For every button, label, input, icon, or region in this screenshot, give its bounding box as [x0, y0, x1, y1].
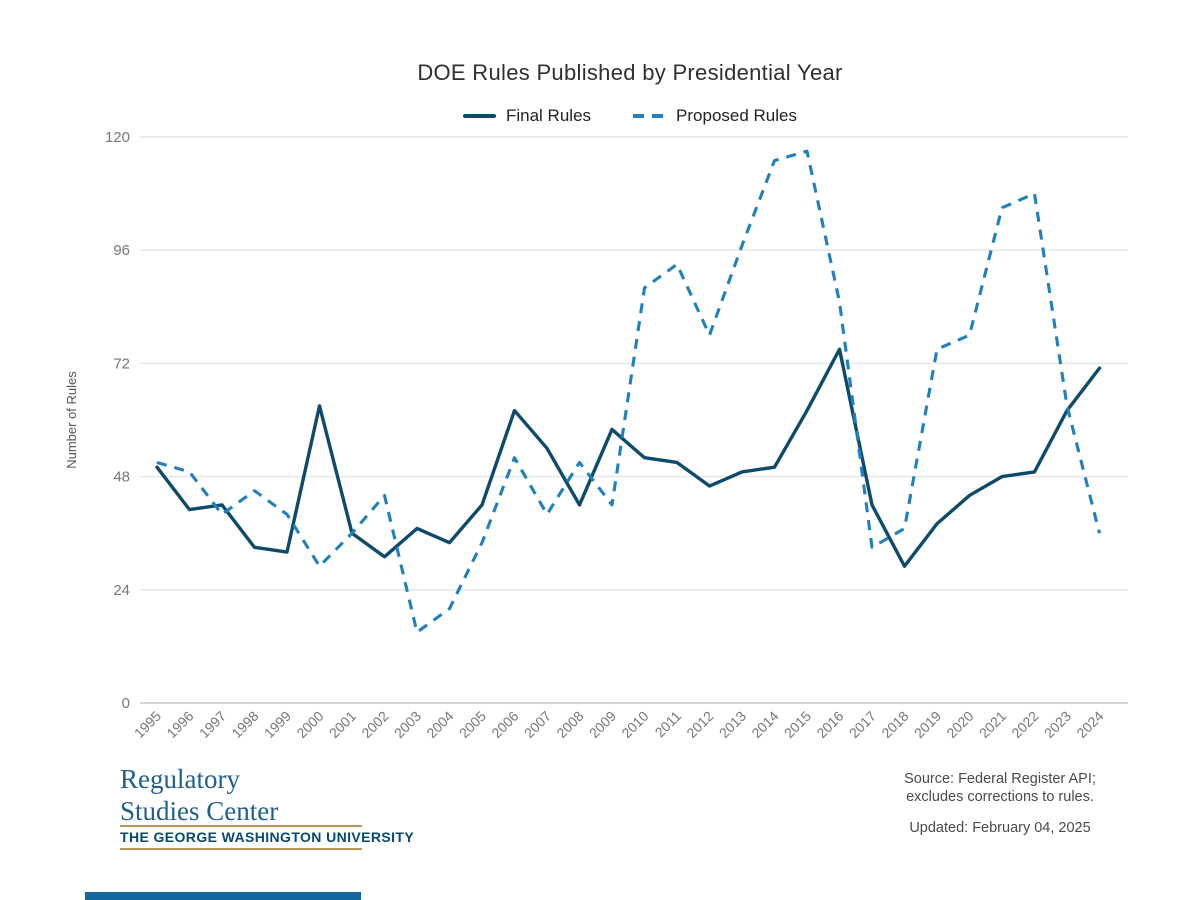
y-tick-label: 48 [113, 469, 130, 486]
legend-label-final-rules: Final Rules [505, 106, 592, 125]
source-line-2: excludes corrections to rules. [906, 789, 1094, 805]
logo-line-2: Studies Center [120, 796, 279, 826]
grid-lines [140, 136, 1128, 704]
source-note: Source: Federal Register API; excludes c… [860, 770, 1140, 806]
x-tick-label: 2018 [878, 708, 911, 741]
x-tick-label: 2006 [488, 708, 521, 741]
x-tick-label: 1998 [228, 708, 261, 741]
x-tick-label: 2010 [618, 708, 651, 741]
plot-svg: 0 24 48 72 96 120 1995 1996 1997 1998 1999 2000 2001… [64, 129, 1128, 741]
x-tick-label: 2012 [683, 708, 716, 741]
x-tick-label: 2003 [391, 708, 424, 741]
x-tick-label: 2020 [943, 708, 976, 741]
x-tick-label: 1996 [163, 708, 196, 741]
y-axis-title: Number of Rules [64, 371, 79, 469]
final-rules-swatch-icon [462, 114, 496, 118]
x-tick-label: 2024 [1073, 708, 1106, 741]
updated-date: Updated: February 04, 2025 [909, 820, 1091, 836]
x-tick-label: 2013 [716, 708, 749, 741]
x-tick-label: 2005 [456, 708, 489, 741]
proposed-rules-swatch-icon [633, 114, 667, 118]
y-tick-label: 24 [113, 582, 130, 599]
proposed-rules-line [156, 149, 1102, 634]
x-tick-label: 2019 [911, 708, 944, 741]
x-tick-label: 2007 [521, 708, 554, 741]
x-tick-label: 2014 [748, 708, 781, 741]
source-line-1: Source: Federal Register API; [904, 771, 1096, 787]
y-tick-label: 72 [113, 355, 130, 372]
x-tick-label: 2009 [586, 708, 619, 741]
x-tick-label: 2011 [652, 708, 685, 741]
gold-rule-top [120, 825, 362, 827]
gold-rule-bottom [120, 848, 362, 850]
x-tick-label: 2022 [1008, 708, 1041, 741]
logo-line-1: Regulatory [120, 764, 240, 794]
y-axis-tick-labels: 0 24 48 72 96 120 [105, 129, 130, 712]
x-tick-label: 2002 [358, 708, 391, 741]
x-tick-label: 2001 [326, 708, 359, 741]
legend: Final Rules Proposed Rules [30, 106, 1200, 126]
chart-title: DOE Rules Published by Presidential Year [417, 60, 843, 85]
x-tick-label: 2023 [1041, 708, 1074, 741]
university-name: THE GEORGE WASHINGTON UNIVERSITY [120, 829, 415, 845]
legend-item-final-rules: Final Rules [462, 106, 592, 126]
y-tick-label: 120 [105, 129, 130, 146]
x-tick-label: 2017 [846, 708, 879, 741]
y-tick-label: 96 [113, 242, 130, 259]
legend-label-proposed-rules: Proposed Rules [676, 106, 797, 125]
x-tick-label: 1995 [131, 708, 164, 741]
x-tick-label: 2008 [553, 708, 586, 741]
x-axis-tick-labels: 1995 1996 1997 1998 1999 2000 2001 2002 2003 2004… [131, 708, 1107, 741]
final-rules-line [155, 347, 1102, 568]
x-tick-label: 1999 [261, 708, 294, 741]
legend-item-proposed-rules: Proposed Rules [633, 106, 797, 126]
x-tick-label: 1997 [196, 708, 229, 741]
footer-accent-bar [85, 892, 361, 900]
x-tick-label: 2021 [976, 708, 1009, 741]
x-tick-label: 2000 [293, 708, 326, 741]
logo-regulatory-studies-center: Regulatory Studies Center [120, 763, 278, 827]
x-tick-label: 2016 [813, 708, 846, 741]
x-tick-label: 2004 [423, 708, 456, 741]
x-tick-label: 2015 [781, 708, 814, 741]
y-tick-label: 0 [122, 695, 130, 712]
